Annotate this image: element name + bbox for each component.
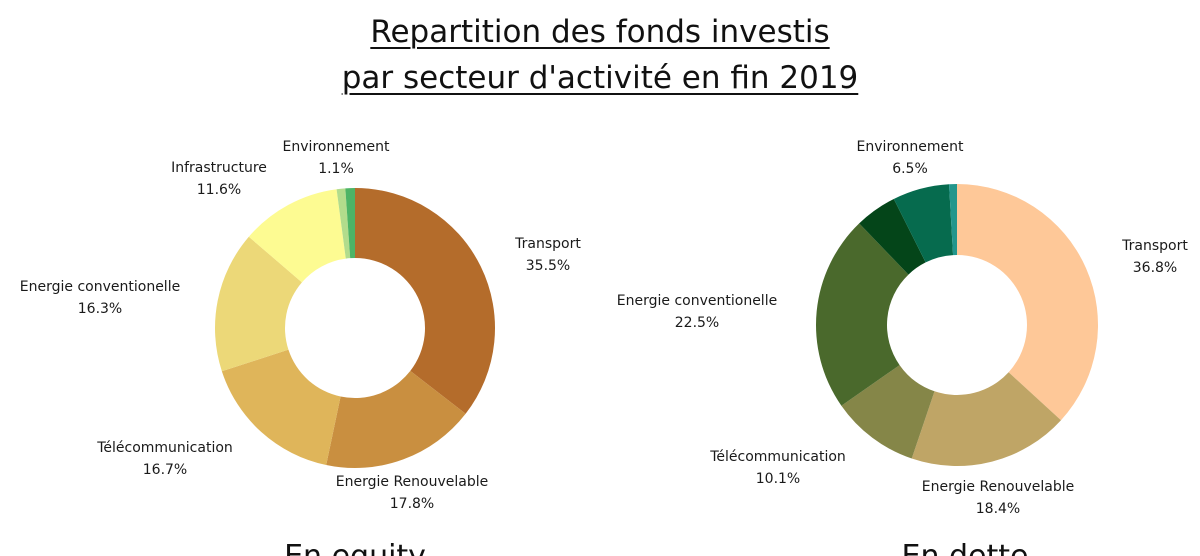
chart-subtitle: En equity (284, 539, 426, 556)
slice-label-environnement: Environnement (283, 139, 390, 155)
slice-label-telecommunication: Télécommunication (96, 440, 233, 456)
slice-value-transport: 35.5% (526, 258, 570, 274)
chart-subtitle: En dette (902, 539, 1029, 556)
slice-value-energie-renouvelable: 17.8% (390, 496, 434, 512)
slice-telecommunication (221, 349, 341, 466)
slice-value-energie-conventionelle: 22.5% (675, 315, 719, 331)
slice-label-telecommunication: Télécommunication (709, 449, 846, 465)
equity-donut-chart: Transport 35.5% Energie Renouvelable 17.8% T… (20, 139, 582, 556)
slice-value-telecommunication: 16.7% (143, 462, 187, 478)
chart-title-line-1: Repartition des fonds investis (370, 14, 830, 50)
slice-label-energie-renouvelable: Energie Renouvelable (336, 474, 488, 490)
slice-label-energie-conventionelle: Energie conventionelle (20, 279, 180, 295)
chart-title-line-2: par secteur d'activité en fin 2019 (341, 60, 859, 96)
slice-unlabeled-5 (336, 188, 351, 259)
slice-label-transport: Transport (1121, 238, 1188, 254)
slice-value-energie-conventionelle: 16.3% (78, 301, 122, 317)
slice-transport (957, 184, 1098, 421)
slice-value-infrastructure: 11.6% (197, 182, 241, 198)
slice-label-transport: Transport (514, 236, 581, 252)
slice-label-environnement: Environnement (857, 139, 964, 155)
slice-value-telecommunication: 10.1% (756, 471, 800, 487)
slice-energie-conventionelle (214, 236, 302, 372)
slice-unlabeled-6 (949, 184, 957, 256)
slice-energie-renouvelable (326, 370, 466, 468)
slice-energie-renouvelable (911, 372, 1061, 467)
slice-unlabeled-4 (859, 198, 926, 275)
slice-value-environnement: 6.5% (892, 161, 928, 177)
slice-infrastructure (248, 189, 346, 283)
slice-value-transport: 36.8% (1133, 260, 1177, 276)
slice-telecommunication (841, 365, 935, 459)
debt-donut-chart: Transport 36.8% Energie Renouvelable 18.4% T… (617, 139, 1189, 556)
slice-environnement (893, 184, 954, 263)
slice-label-infrastructure: Infrastructure (171, 160, 267, 176)
slice-environnement (345, 188, 355, 259)
slice-value-energie-renouvelable: 18.4% (976, 501, 1020, 517)
slice-value-environnement: 1.1% (318, 161, 354, 177)
slice-transport (355, 188, 495, 414)
slice-energie-conventionelle (816, 223, 909, 406)
slice-label-energie-renouvelable: Energie Renouvelable (922, 479, 1074, 495)
slice-label-energie-conventionelle: Energie conventionelle (617, 293, 777, 309)
